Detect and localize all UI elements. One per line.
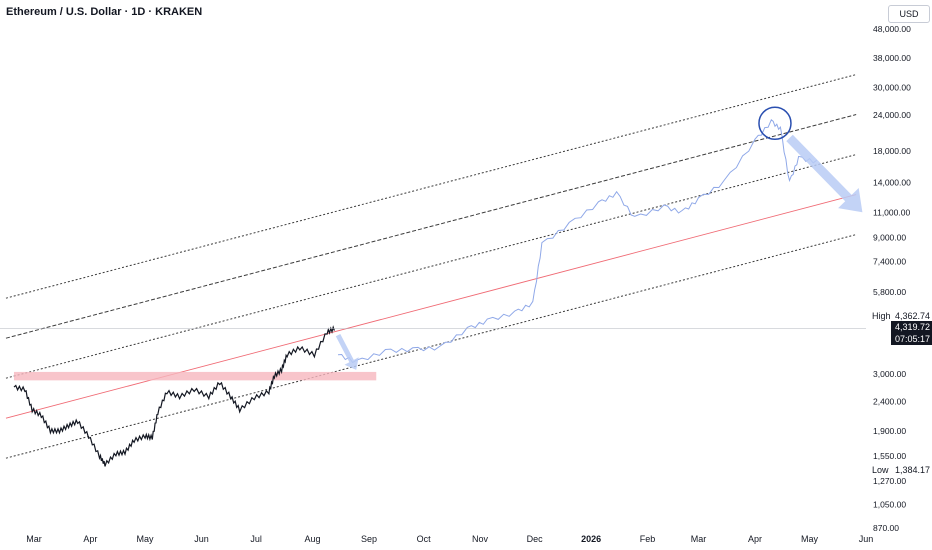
y-tick-label: 870.00 (873, 523, 899, 533)
y-tick-label: 1,270.00 (873, 476, 906, 486)
y-tick-label: 11,000.00 (873, 207, 910, 217)
high-label: High (872, 311, 891, 321)
y-tick-label: 5,800.00 (873, 287, 906, 297)
x-tick-label: Jul (250, 534, 262, 544)
y-axis-panel (866, 0, 932, 550)
resistance-zone-rect (13, 371, 377, 381)
y-tick-label: 2,400.00 (873, 397, 906, 407)
downtrend-arrow (786, 134, 863, 213)
x-tick-label: May (137, 534, 155, 544)
x-tick-label: Jun (859, 534, 874, 544)
parallel-channel (5, 74, 857, 459)
x-tick-label: Aug (305, 534, 321, 544)
x-tick-label: Mar (26, 534, 42, 544)
y-tick-label: 38,000.00 (873, 53, 911, 63)
chart-title: Ethereum / U.S. Dollar · 1D · KRAKEN (6, 6, 203, 18)
x-tick-label: Jun (194, 534, 209, 544)
y-tick-label: 9,000.00 (873, 232, 906, 242)
y-tick-label: 1,900.00 (873, 426, 906, 436)
projection-series (337, 119, 818, 364)
y-tick-label: 1,550.00 (873, 451, 906, 461)
y-tick-label: 3,000.00 (873, 369, 906, 379)
last-price: 4,319.72 (894, 322, 930, 332)
top-circle (758, 106, 792, 141)
x-tick-label: Oct (417, 534, 432, 544)
y-tick-label: 14,000.00 (873, 177, 911, 187)
y-tick-label: 7,400.00 (873, 257, 906, 267)
low-label: Low (872, 465, 889, 475)
resistance-zone (13, 371, 377, 381)
channel-line (5, 114, 857, 339)
x-axis: Mar Apr May Jun Jul Aug Sep Oct Nov Dec 2026 Feb Mar… (26, 534, 873, 544)
price-series (13, 325, 335, 467)
bar-countdown: 07:05:17 (894, 334, 930, 344)
pullback-arrow (335, 334, 359, 370)
projection-line (337, 119, 818, 364)
x-tick-label: Feb (640, 534, 656, 544)
y-tick-label: 48,000.00 (873, 24, 911, 34)
x-tick-label: 2026 (581, 534, 601, 544)
channel-line (5, 234, 857, 459)
price-line (13, 325, 335, 467)
y-tick-label: 18,000.00 (873, 146, 911, 156)
y-tick-label: 24,000.00 (873, 110, 911, 120)
x-tick-label: Dec (527, 534, 544, 544)
last-price-tag: 4,319.72 07:05:17 (891, 321, 932, 345)
x-tick-label: May (801, 534, 819, 544)
x-tick-label: Apr (748, 534, 762, 544)
currency-button[interactable]: USD (888, 5, 930, 23)
channel-line (5, 74, 857, 299)
y-tick-label: 30,000.00 (873, 82, 911, 92)
y-tick-label: 1,050.00 (873, 500, 906, 510)
x-tick-label: Sep (361, 534, 377, 544)
low-value: 1,384.17 (895, 465, 931, 475)
channel-line (5, 194, 857, 419)
high-value: 4,362.74 (895, 311, 931, 321)
x-tick-label: Apr (83, 534, 97, 544)
channel-line (5, 154, 857, 379)
x-tick-label: Mar (691, 534, 707, 544)
annotations (335, 106, 863, 370)
x-tick-label: Nov (472, 534, 489, 544)
